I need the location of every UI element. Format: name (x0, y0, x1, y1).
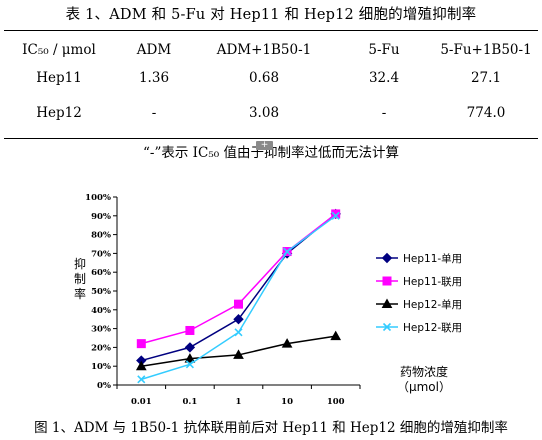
y-tick-label: 100% (85, 193, 111, 203)
legend-entry: Hep11-单用 (376, 252, 462, 265)
y-tick-label: 30% (91, 325, 111, 335)
data-point (233, 349, 244, 359)
legend-label: Hep11-单用 (403, 253, 462, 265)
table-cell: Hep12 (36, 104, 82, 121)
data-point (137, 375, 146, 384)
legend-label: Hep12-单用 (403, 299, 462, 311)
table-row: Hep11 1.36 0.68 32.4 27.1 (4, 60, 538, 95)
x-axis-title: 药物浓度（μmol） (397, 364, 451, 394)
data-point (234, 328, 243, 337)
table-note: “-”表示 IC₅₀ 值由于抑制率过低而无法计算 (143, 145, 399, 161)
data-point (185, 325, 195, 335)
y-tick-label: 40% (91, 306, 111, 316)
data-point (331, 211, 340, 220)
table-cell: 3.08 (248, 104, 280, 121)
y-tick-label: 10% (91, 362, 111, 372)
table-cell: 774.0 (466, 104, 506, 121)
series-layer (135, 208, 342, 384)
x-tick-label: 100 (327, 397, 345, 407)
table-top-rule (4, 30, 538, 31)
table-cell: - (151, 104, 157, 121)
data-point-stroke (382, 322, 392, 332)
table-title: 表 1、ADM 和 5-Fu 对 Hep11 和 Hep12 细胞的增殖抑制率 (65, 7, 477, 23)
table-cell: 32.4 (368, 69, 400, 86)
figure-caption: 图 1、ADM 与 1B50-1 抗体联用前后对 Hep11 和 Hep12 细… (34, 420, 508, 436)
x-tick-label: 1 (236, 397, 242, 407)
data-point (381, 252, 393, 264)
data-point (330, 330, 342, 341)
y-axis: 0% 10% 20% 30% 40% 50% 60% 70% 80% 90% 100% (85, 193, 118, 391)
table-row: Hep12 - 3.08 - 774.0 (4, 95, 538, 130)
y-tick-label: 90% (91, 212, 111, 222)
table-cell: 1.36 (138, 69, 170, 86)
y-axis-title: 抑制率 (74, 256, 86, 301)
x-tick-label: 10 (281, 397, 293, 407)
data-point (283, 247, 292, 256)
ic50-table: IC₅₀ / μmol ADM ADM+1B50-1 5-Fu 5-Fu+1B5… (4, 40, 538, 130)
legend-entry: Hep12-单用 (376, 298, 462, 311)
table-bottom-rule (4, 138, 538, 139)
y-tick-label: 70% (91, 249, 111, 259)
data-point (382, 322, 392, 332)
table-cell: 27.1 (470, 69, 502, 86)
x-axis: 0.01 0.1 1 10 100 (116, 384, 361, 407)
table-header-cell: 5-Fu+1B50-1 (440, 42, 532, 58)
data-point (184, 353, 196, 363)
y-tick-label: 60% (91, 268, 111, 278)
data-point (381, 298, 393, 308)
table-cell: Hep11 (36, 69, 82, 86)
data-point (234, 299, 243, 309)
table-header-cell: 5-Fu (368, 42, 400, 58)
table-cell: 0.68 (248, 69, 280, 86)
table-header-cell: ADM (136, 42, 172, 58)
legend-label: Hep11-联用 (403, 276, 462, 288)
data-point-stroke (283, 247, 292, 256)
table-cell: - (381, 104, 387, 121)
data-point-stroke (185, 360, 194, 369)
inhibition-line-chart: 0%10%20%30%40%50%60%70%80%90%100% 0.01 0.… (74, 193, 462, 407)
legend-entry: Hep12-联用 (376, 322, 462, 334)
legend-entry: Hep11-联用 (376, 276, 462, 288)
data-point (184, 342, 196, 353)
data-point (185, 360, 194, 369)
table-header-cell: ADM+1B50-1 (216, 42, 312, 58)
data-point-stroke (234, 328, 243, 337)
data-point (382, 276, 392, 286)
series (137, 211, 340, 384)
y-tick-label: 0% (97, 381, 111, 391)
chart-legend: Hep11-单用 Hep11-联用 Hep12-单用 Hep12-联用 (376, 252, 462, 334)
table-header-row: IC₅₀ / μmol ADM ADM+1B50-1 5-Fu 5-Fu+1B5… (4, 40, 538, 60)
legend-label: Hep12-联用 (403, 322, 462, 334)
data-point (136, 339, 146, 349)
expand-button[interactable]: + (256, 141, 273, 150)
y-tick-label: 50% (91, 287, 111, 297)
y-tick-label: 80% (91, 231, 111, 241)
data-point (281, 338, 293, 348)
y-tick-label: 20% (91, 343, 111, 353)
x-tick-label: 0.01 (131, 397, 152, 407)
series (135, 330, 342, 371)
data-point (331, 209, 341, 219)
table-header-cell: IC₅₀ / μmol (22, 42, 96, 58)
data-point (135, 360, 147, 371)
data-point-stroke (137, 375, 146, 384)
data-point-stroke (331, 211, 340, 220)
data-point (233, 313, 244, 325)
x-tick-label: 0.1 (183, 397, 198, 407)
